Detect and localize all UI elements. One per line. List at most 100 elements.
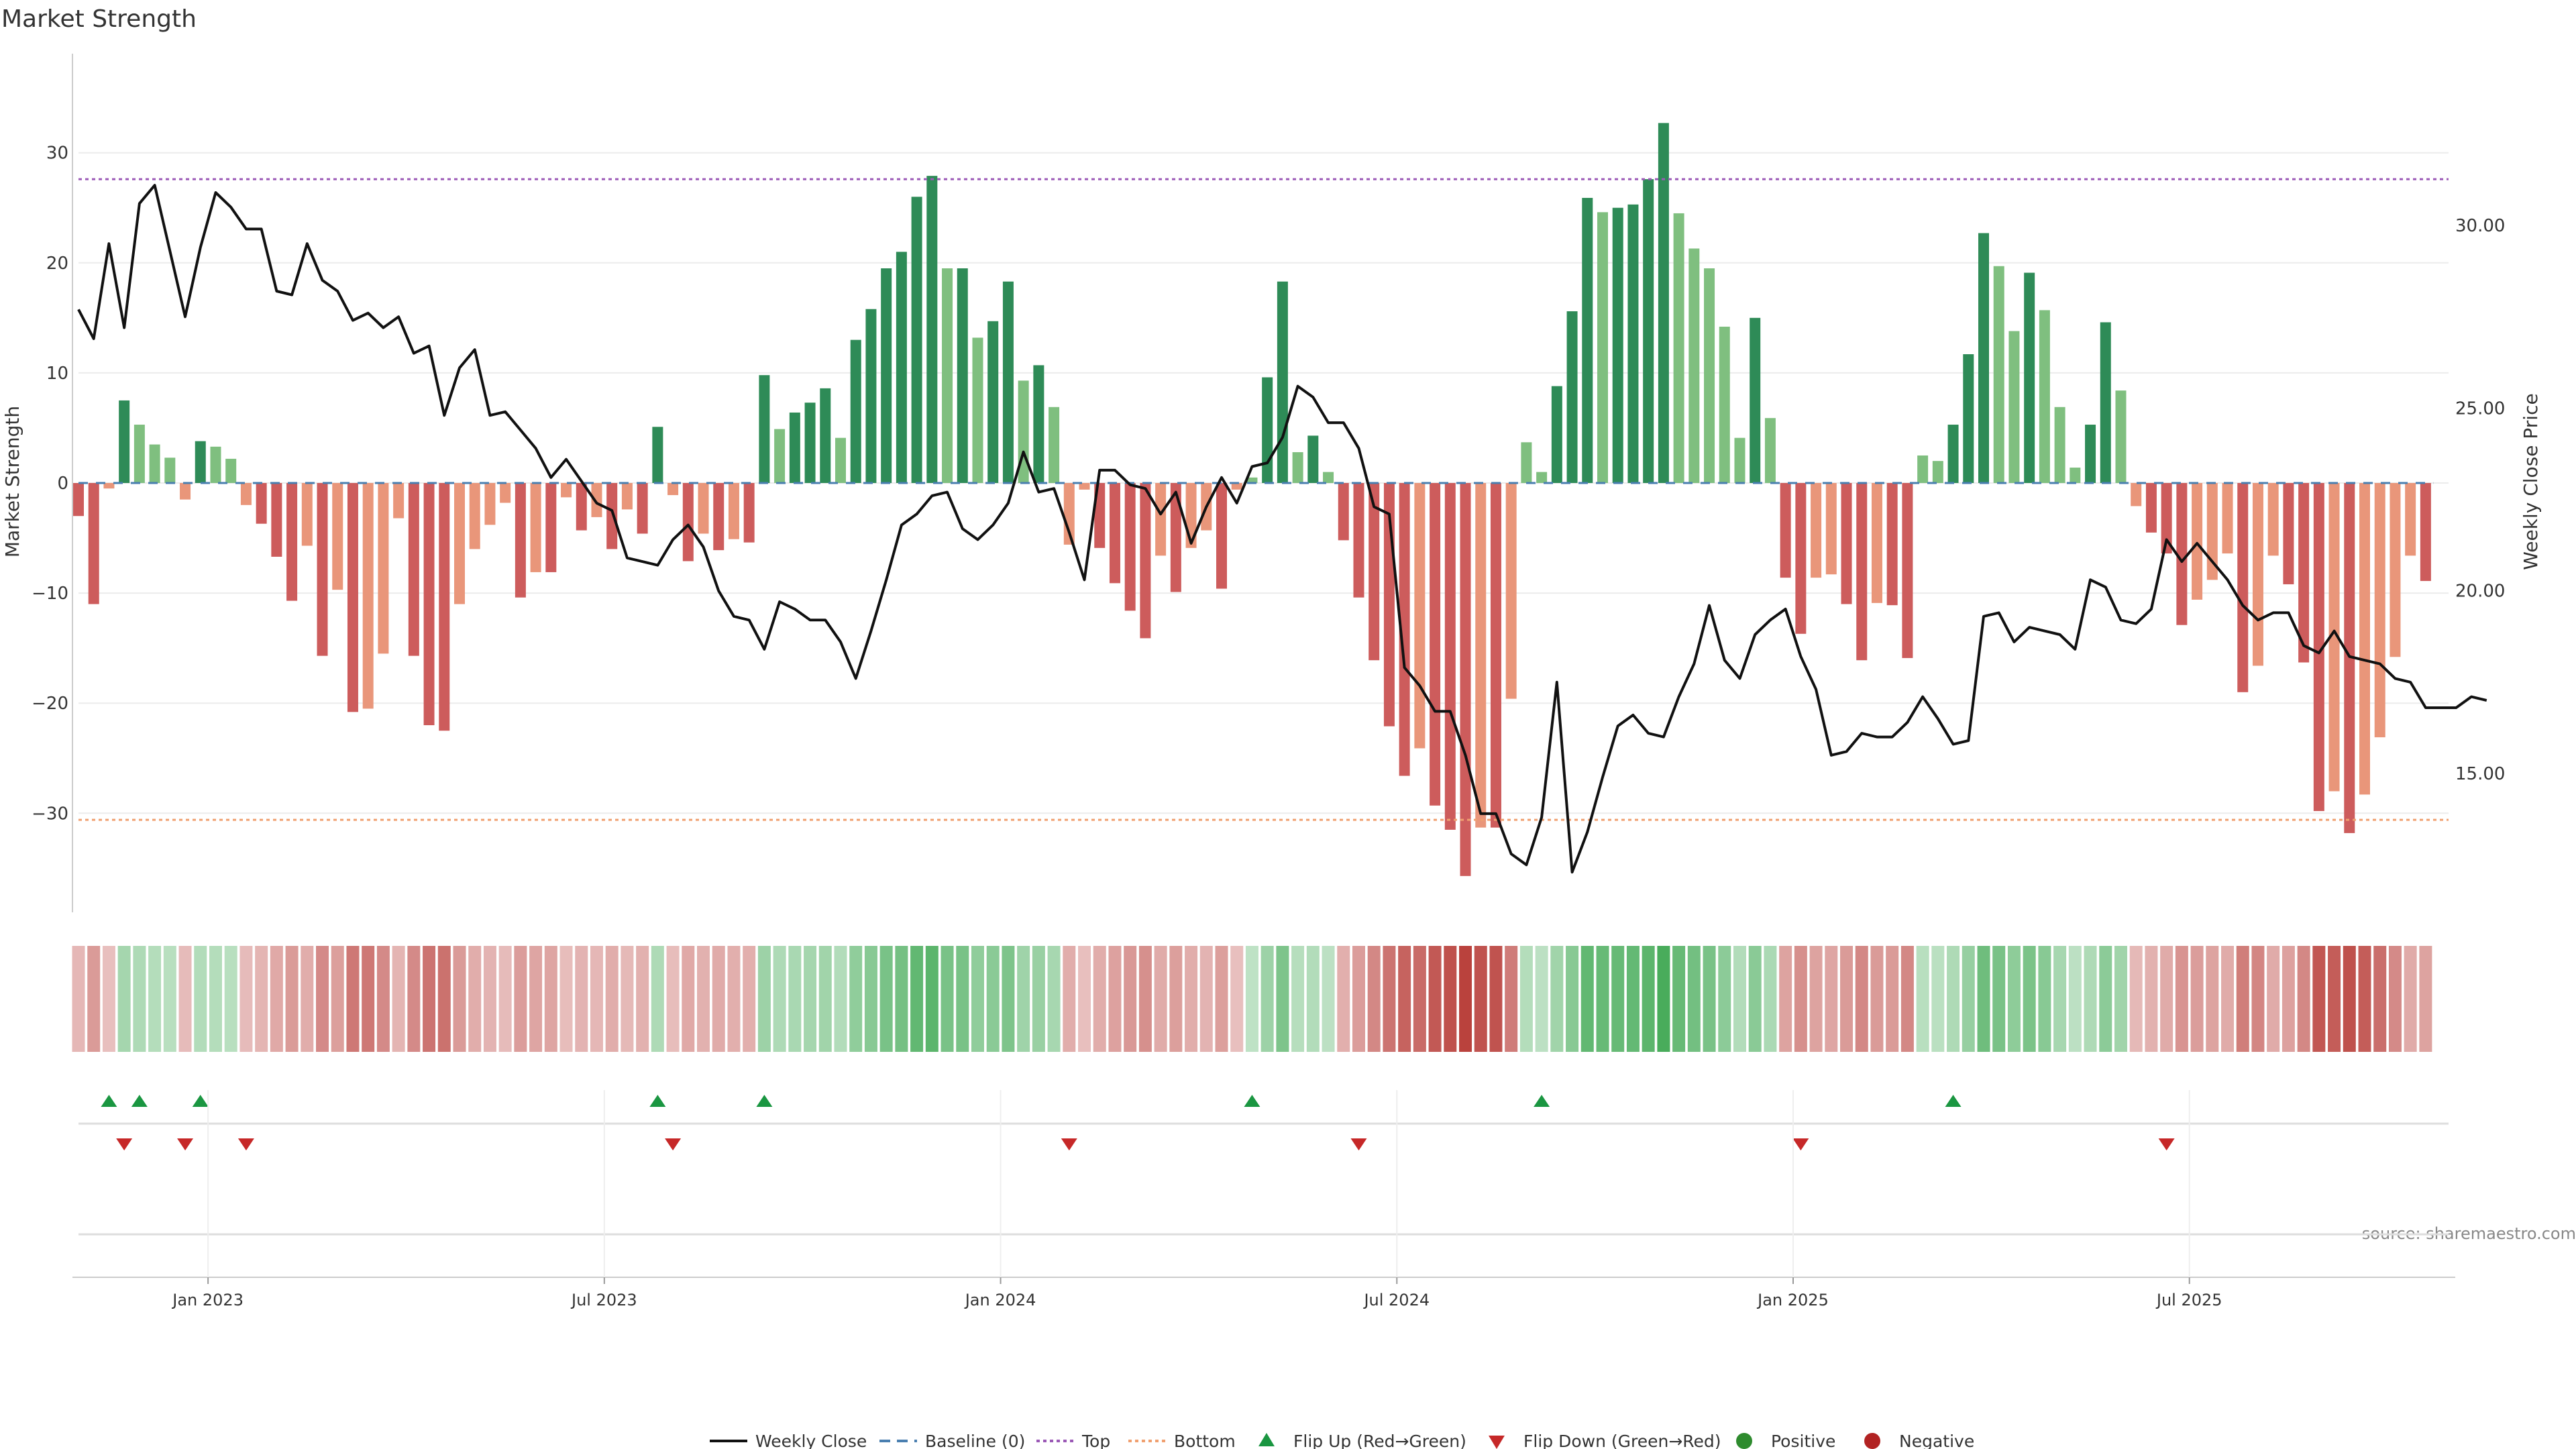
strength-bar [1277, 281, 1288, 483]
strength-bar [500, 483, 511, 503]
heat-cell [1108, 946, 1122, 1052]
x-tick-label: Jul 2024 [1362, 1291, 1430, 1309]
heat-cell [239, 946, 253, 1052]
strength-bar [1566, 311, 1578, 483]
heat-cell [1398, 946, 1411, 1052]
heat-cell [1489, 946, 1503, 1052]
strength-bar [804, 402, 816, 483]
strength-bar [1063, 483, 1075, 545]
heat-cell [1428, 946, 1442, 1052]
strength-bar [972, 337, 983, 483]
strength-bar [347, 483, 358, 712]
strength-bar [1338, 483, 1349, 541]
right-tick-label: 15.00 [2455, 764, 2505, 784]
heat-cell [163, 946, 176, 1052]
strength-bar [1643, 179, 1654, 483]
heat-cell [285, 946, 299, 1052]
strength-bar [2008, 331, 2020, 483]
heat-cell [697, 946, 710, 1052]
heat-cell [1809, 946, 1823, 1052]
heat-cell [1580, 946, 1594, 1052]
flip-down-marker [2158, 1138, 2175, 1150]
strength-bar [454, 483, 465, 604]
strength-bar [896, 252, 907, 483]
strength-bar [515, 483, 526, 598]
heat-cell [1687, 946, 1701, 1052]
left-axis-label: Market Strength [1, 406, 23, 557]
heat-cell [1916, 946, 1929, 1052]
heat-cell [1764, 946, 1777, 1052]
strength-bar [271, 483, 282, 557]
heat-cell [1505, 946, 1518, 1052]
strength-bar [2161, 483, 2172, 554]
legend-label: Flip Up (Red→Green) [1293, 1432, 1466, 1449]
strength-bar [301, 483, 313, 546]
heat-cell [1566, 946, 1579, 1052]
heat-cell [1733, 946, 1746, 1052]
heat-cell [1535, 946, 1548, 1052]
flip-up-marker [1945, 1095, 1962, 1107]
strength-bar [1444, 483, 1456, 830]
strength-bars [73, 123, 2431, 876]
strength-bar [2252, 483, 2263, 666]
heat-cell [301, 946, 314, 1052]
heat-cell [2023, 946, 2036, 1052]
heat-cell [1779, 946, 1792, 1052]
heat-cell [102, 946, 115, 1052]
strength-bar [1231, 483, 1242, 490]
heat-cell [2084, 946, 2097, 1052]
strength-bar [1932, 461, 1943, 483]
flip-down-marker [1350, 1138, 1367, 1150]
heat-cell [1185, 946, 1198, 1052]
heat-cell [666, 946, 680, 1052]
strength-bar [2390, 483, 2401, 657]
heat-cell [605, 946, 619, 1052]
strength-bar [439, 483, 450, 731]
flip-up-marker [192, 1095, 209, 1107]
strength-bar [652, 427, 663, 483]
heat-cell [2221, 946, 2235, 1052]
strength-bar [1216, 483, 1227, 589]
flip-up-marker [1534, 1095, 1550, 1107]
heat-cell [2343, 946, 2356, 1052]
heat-cell [986, 946, 1000, 1052]
strength-bar [728, 483, 739, 539]
heat-cell [1962, 946, 1975, 1052]
heat-cell [2419, 946, 2432, 1052]
strength-bar [256, 483, 267, 524]
heat-cell [1413, 946, 1426, 1052]
heat-cell [1748, 946, 1762, 1052]
strength-bar [1109, 483, 1120, 584]
flip-down-marker [116, 1138, 133, 1150]
strength-bar [332, 483, 343, 590]
heat-cell [1855, 946, 1868, 1052]
heat-cell [1840, 946, 1854, 1052]
strength-bar [1368, 483, 1380, 661]
strength-bar [606, 483, 618, 549]
heat-cell [1154, 946, 1167, 1052]
heat-cell [773, 946, 786, 1052]
strength-bar [1033, 365, 1044, 483]
heat-cell [514, 946, 527, 1052]
heat-cell [1703, 946, 1716, 1052]
strength-bar [1947, 425, 1959, 483]
strength-bar [2374, 483, 2385, 738]
heat-cell [2114, 946, 2127, 1052]
heat-cell [1002, 946, 1015, 1052]
flip-down-marker [1061, 1138, 1077, 1150]
strength-bar [317, 483, 328, 656]
heat-cell [1931, 946, 1945, 1052]
heat-cell [743, 946, 756, 1052]
heat-cell [2373, 946, 2387, 1052]
heat-cell [346, 946, 360, 1052]
flip-up-marker [131, 1095, 148, 1107]
left-tick-label: −30 [32, 804, 68, 824]
heat-cell [2099, 946, 2112, 1052]
weekly-close-line-group [77, 184, 2487, 874]
strength-bar [1673, 213, 1684, 483]
strength-bar [1185, 483, 1197, 548]
legend-label: Bottom [1174, 1432, 1236, 1449]
weekly-close-line [77, 184, 2487, 874]
heat-cell [87, 946, 101, 1052]
strength-bar [1475, 483, 1487, 828]
